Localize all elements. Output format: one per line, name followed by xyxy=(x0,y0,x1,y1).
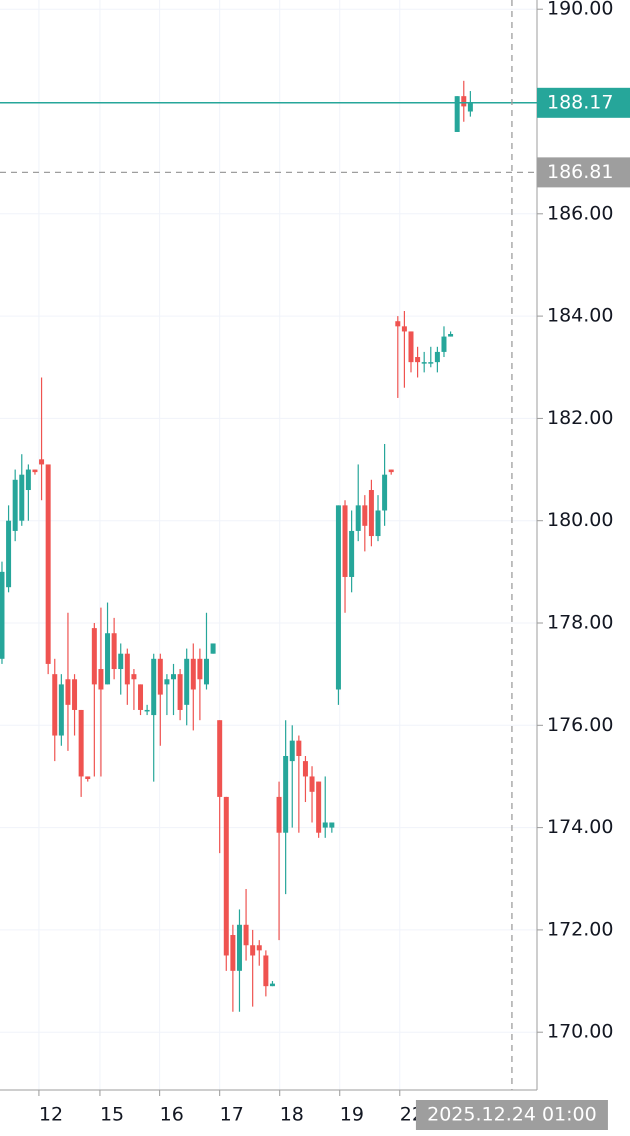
candle-body xyxy=(368,490,374,537)
candle-body xyxy=(164,679,170,685)
candle-body xyxy=(335,505,341,690)
candle-body xyxy=(197,658,203,680)
candle-body xyxy=(12,479,18,531)
candle-body xyxy=(316,781,322,833)
crosshair-time-tag xyxy=(415,1100,608,1130)
x-tick-label: 19 xyxy=(340,1104,364,1126)
x-tick-label: 17 xyxy=(220,1104,244,1126)
candle-body xyxy=(441,336,447,352)
candle-body xyxy=(467,102,473,112)
y-tick-label: 170.00 xyxy=(547,1021,613,1043)
candle-body xyxy=(296,740,302,756)
y-tick-label: 190.00 xyxy=(547,0,613,20)
candle-body xyxy=(322,822,328,828)
candle-body xyxy=(349,530,355,577)
candle-body xyxy=(0,571,5,659)
candle-body xyxy=(72,679,78,710)
candle-body xyxy=(131,674,137,680)
candle-body xyxy=(190,658,196,690)
candle-body xyxy=(236,924,242,971)
candle-body xyxy=(401,326,407,332)
candle-body xyxy=(388,469,394,473)
candle-body xyxy=(111,633,117,670)
candle-body xyxy=(230,935,236,971)
candle-body xyxy=(157,658,163,695)
candle-body xyxy=(184,658,190,705)
candle-body xyxy=(210,643,216,654)
candle-body xyxy=(6,520,12,588)
candle-body xyxy=(375,510,381,537)
x-tick-label: 18 xyxy=(280,1104,304,1126)
candle-body xyxy=(342,505,348,577)
candle-body xyxy=(45,464,51,664)
y-tick-label: 180.00 xyxy=(547,509,613,531)
crosshair-price-label: 186.81 xyxy=(547,161,613,183)
candle-body xyxy=(58,684,64,736)
candle-body xyxy=(415,357,421,363)
candle-body xyxy=(283,755,289,833)
candle-body xyxy=(256,945,262,951)
candle-body xyxy=(32,469,38,473)
y-tick-label: 176.00 xyxy=(547,714,613,736)
crosshair-time-label: 2025.12.24 01:00 xyxy=(427,1104,597,1126)
last-price-label: 188.17 xyxy=(547,91,613,113)
candle-body xyxy=(421,362,427,364)
candle-body xyxy=(144,709,150,712)
x-tick-label: 15 xyxy=(100,1104,124,1126)
candle-body xyxy=(408,331,414,363)
y-tick-label: 178.00 xyxy=(547,612,613,634)
candle-body xyxy=(454,96,460,132)
candle-body xyxy=(39,459,45,465)
candle-body xyxy=(171,674,177,680)
candle-body xyxy=(91,628,97,685)
candle-body xyxy=(382,474,388,511)
candle-body xyxy=(177,674,183,710)
candle-body xyxy=(223,796,229,956)
candle-body xyxy=(428,362,434,364)
candle-body xyxy=(263,955,269,987)
candle-body xyxy=(98,669,104,690)
last-price-tag xyxy=(537,87,630,118)
candle-body xyxy=(78,709,84,777)
candle-body xyxy=(203,658,209,685)
candle-body xyxy=(250,945,256,956)
y-tick-label: 174.00 xyxy=(547,816,613,838)
y-tick-label: 186.00 xyxy=(547,202,613,224)
candle-body xyxy=(448,334,454,337)
x-tick-label: 16 xyxy=(160,1104,184,1126)
candle-body xyxy=(25,469,31,491)
candle-body xyxy=(65,679,71,705)
candle-body xyxy=(355,505,361,531)
candle-body xyxy=(243,924,249,946)
candle-body xyxy=(118,653,124,670)
candle-body xyxy=(151,658,157,716)
candle-body xyxy=(105,633,111,685)
candle-body xyxy=(395,321,401,327)
y-tick-label: 182.00 xyxy=(547,407,613,429)
candle-body xyxy=(19,474,25,521)
candle-body xyxy=(138,684,144,710)
candle-body xyxy=(124,653,130,685)
candle-body xyxy=(269,983,275,987)
candle-body xyxy=(85,776,91,780)
crosshair-price-tag xyxy=(537,157,630,188)
candle-body xyxy=(276,796,282,833)
candle-body xyxy=(52,674,58,736)
candle-body xyxy=(434,351,440,363)
candle-body xyxy=(362,505,368,526)
candle-body xyxy=(309,776,315,792)
candle-body xyxy=(217,720,223,797)
y-tick-label: 184.00 xyxy=(547,305,613,327)
candle-body xyxy=(461,96,467,107)
candle-body xyxy=(329,822,335,828)
candle-body xyxy=(289,740,295,762)
y-tick-label: 172.00 xyxy=(547,918,613,940)
x-tick-label: 12 xyxy=(39,1104,63,1126)
candle-body xyxy=(302,761,308,777)
